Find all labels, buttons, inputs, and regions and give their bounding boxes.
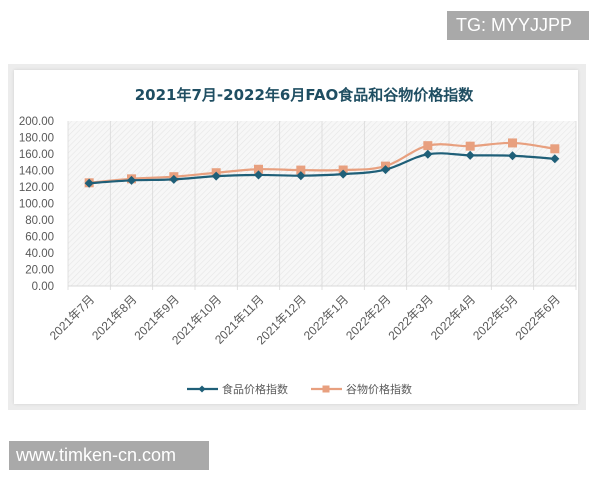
- legend-cereal-label: 谷物价格指数: [346, 382, 412, 396]
- legend-food-label: 食品价格指数: [222, 382, 288, 396]
- data-point-square-icon[interactable]: [465, 141, 475, 151]
- data-point-diamond-icon[interactable]: [84, 178, 94, 188]
- legend-cereal-square-icon: [322, 385, 330, 393]
- legend-item-food[interactable]: 食品价格指数: [187, 382, 288, 396]
- y-tick-label: 40.00: [25, 248, 54, 260]
- data-point-diamond-icon[interactable]: [126, 175, 137, 185]
- y-tick-label: 200.00: [19, 116, 54, 128]
- data-point-square-icon[interactable]: [550, 144, 560, 154]
- x-tick-label: 2022年5月: [470, 292, 520, 342]
- x-tick-label: 2022年4月: [428, 292, 478, 342]
- x-tick-label: 2022年1月: [301, 292, 351, 342]
- y-tick-label: 100.00: [19, 199, 54, 211]
- chart-title: 2021年7月-2022年6月FAO食品和谷物价格指数: [135, 86, 474, 104]
- data-point-square-icon[interactable]: [254, 164, 263, 174]
- data-point-square-icon[interactable]: [296, 165, 306, 175]
- x-tick-label: 2021年8月: [89, 292, 139, 342]
- legend-food-diamond-icon: [198, 385, 206, 393]
- x-axis: 2021年7月2021年8月2021年9月2021年10月2021年11月202…: [47, 292, 563, 347]
- data-point-diamond-icon[interactable]: [465, 150, 475, 160]
- gridlines: [67, 121, 577, 290]
- data-point-diamond-icon[interactable]: [169, 174, 179, 184]
- data-point-square-icon[interactable]: [423, 141, 433, 151]
- y-tick-label: 120.00: [19, 182, 54, 194]
- y-tick-label: 180.00: [19, 133, 54, 145]
- y-tick-label: 80.00: [25, 215, 54, 227]
- x-tick-label: 2022年6月: [512, 292, 562, 342]
- y-tick-label: 160.00: [19, 149, 54, 161]
- data-point-diamond-icon[interactable]: [550, 154, 560, 164]
- data-point-diamond-icon[interactable]: [338, 169, 348, 179]
- legend: 食品价格指数 谷物价格指数: [187, 382, 412, 396]
- x-tick-label: 2021年7月: [47, 292, 97, 342]
- y-axis: 0.00 20.00 40.00 60.00 80.00 100.00 120.00 140.…: [19, 116, 54, 293]
- y-tick-label: 20.00: [25, 265, 54, 277]
- x-tick-label: 2022年3月: [385, 292, 435, 342]
- x-tick-label: 2022年2月: [343, 292, 393, 342]
- legend-item-cereal[interactable]: 谷物价格指数: [311, 382, 412, 396]
- data-point-square-icon[interactable]: [508, 138, 517, 148]
- y-tick-label: 0.00: [32, 281, 54, 293]
- y-tick-label: 140.00: [19, 166, 54, 178]
- watermark-bottom: www.timken-cn.com: [9, 441, 209, 470]
- y-tick-label: 60.00: [25, 232, 54, 244]
- watermark-top: TG: MYYJJPP: [447, 11, 589, 40]
